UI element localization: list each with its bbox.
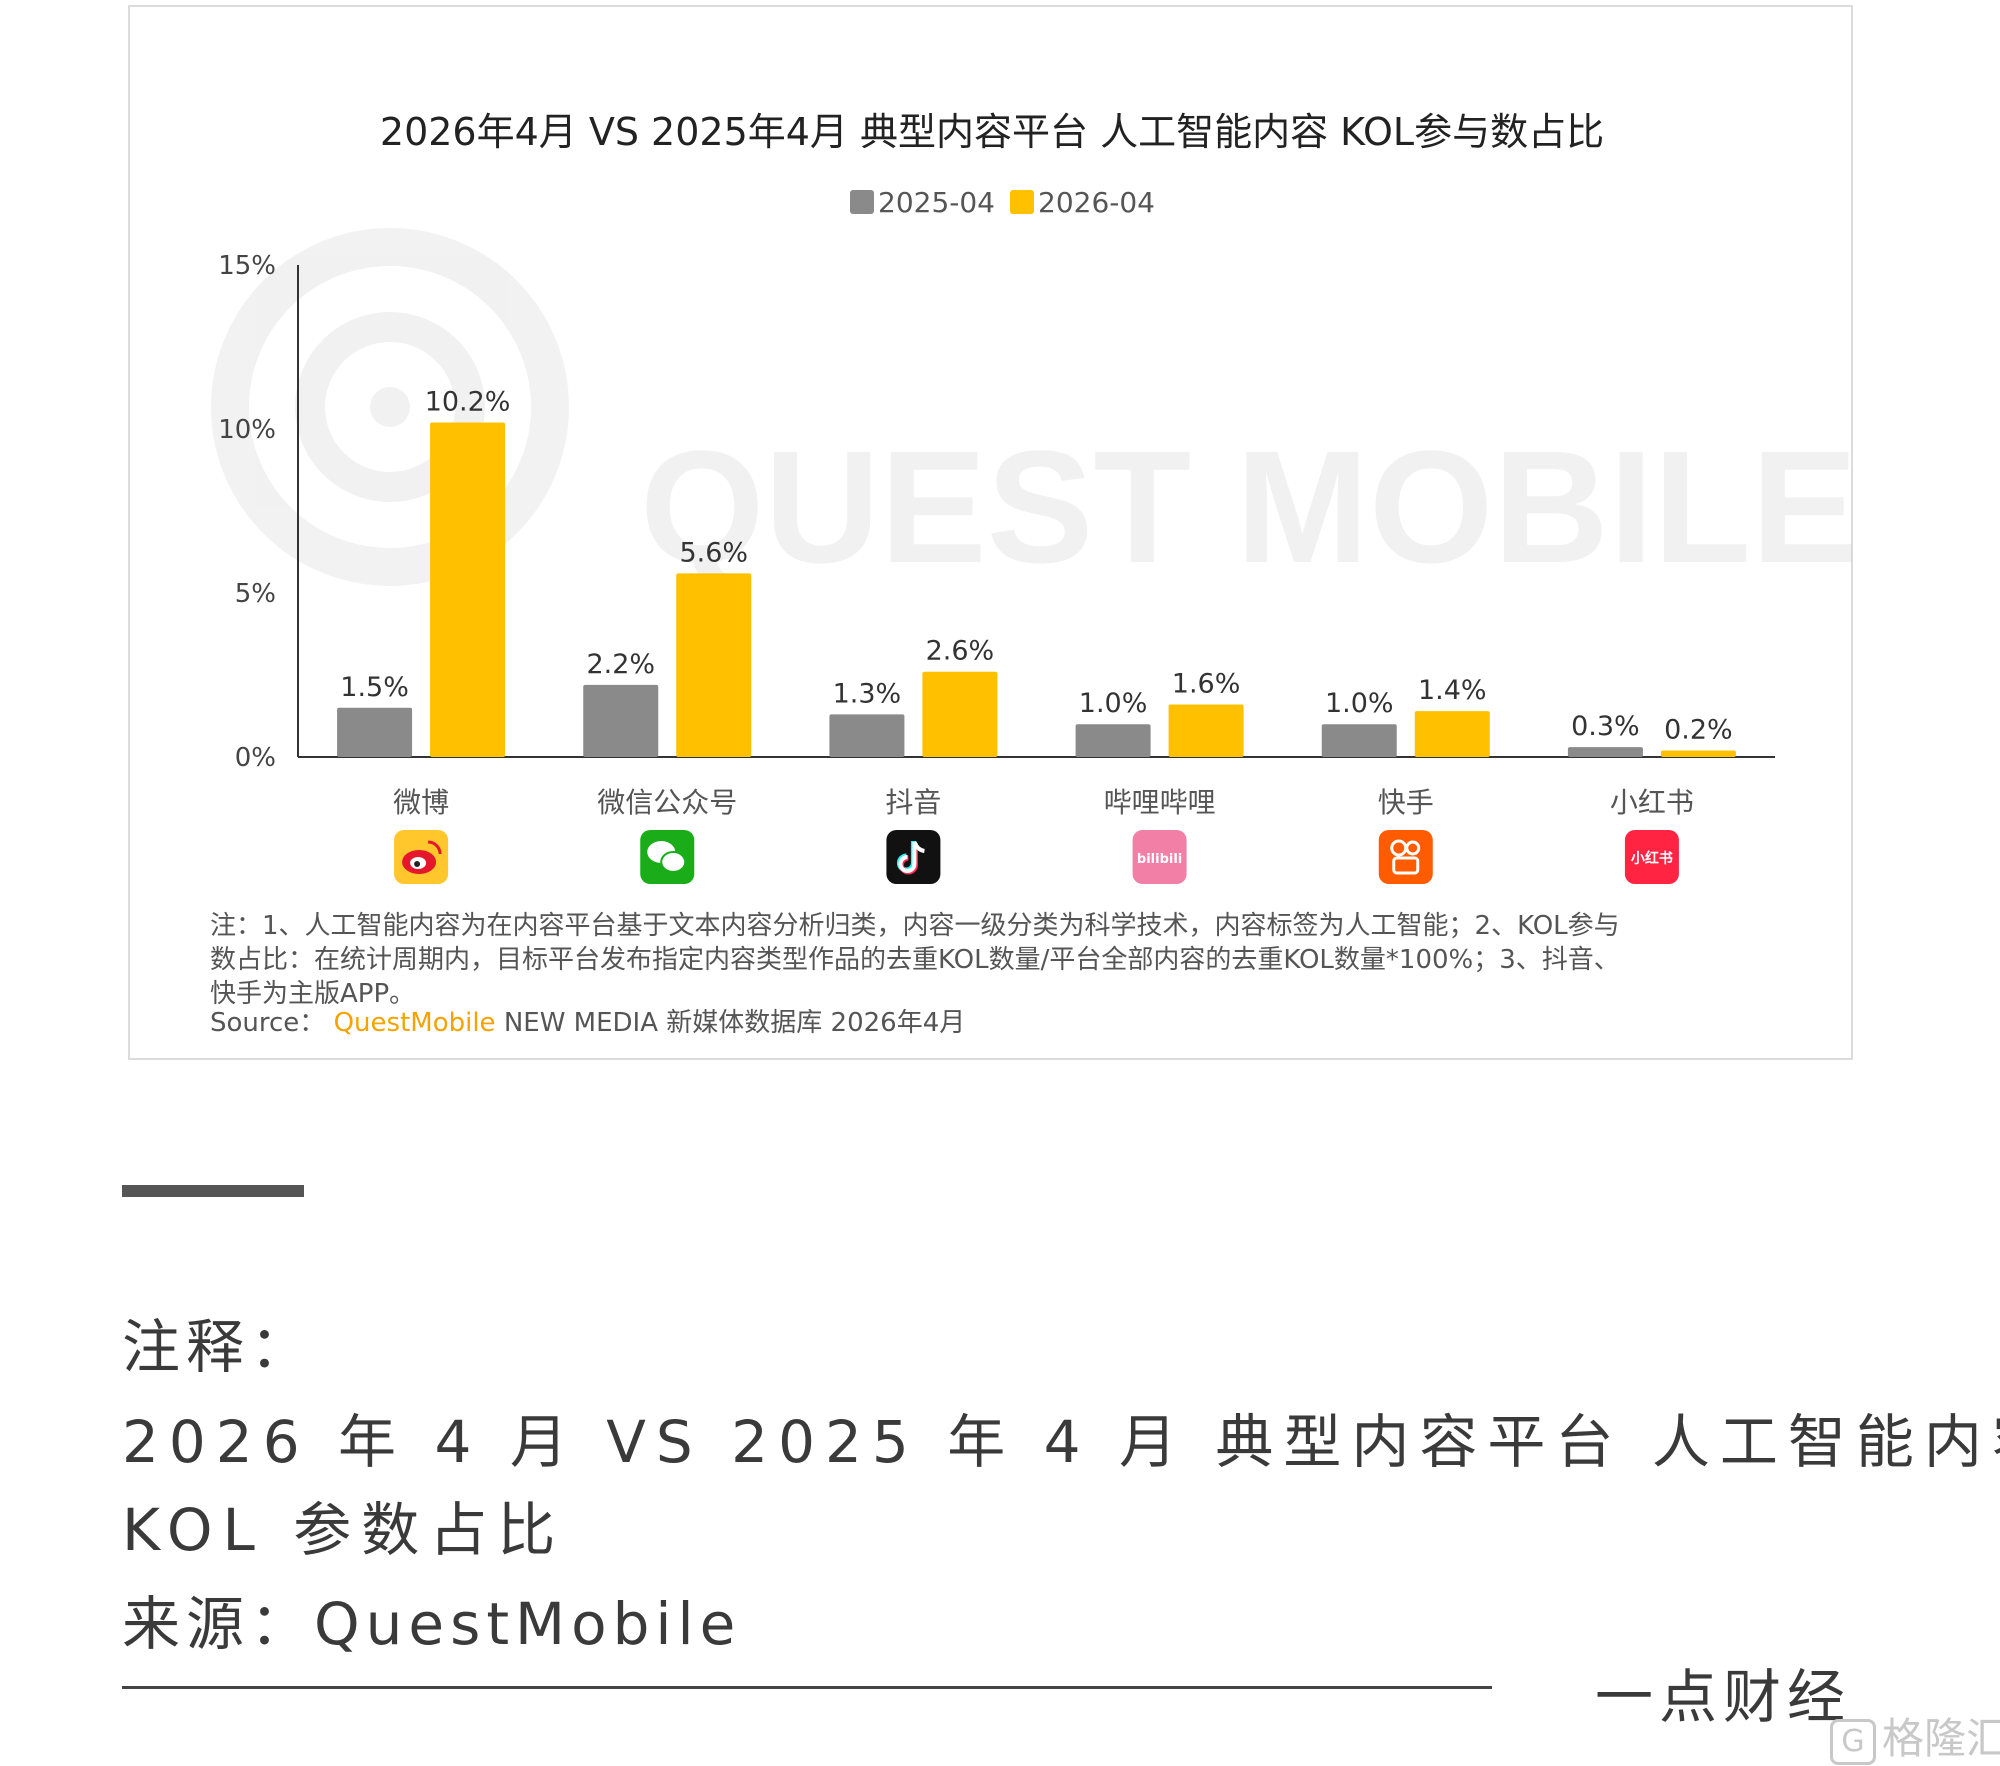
bar-chart: QUEST MOBILE 2026年4月 VS 2025年4月 典型内容平台 人… — [211, 110, 1855, 884]
douyin-icon — [886, 830, 941, 884]
legend: 2025-04 2026-04 — [850, 186, 1155, 219]
source-brand: QuestMobile — [333, 1008, 496, 1038]
category-label: 微博 — [393, 786, 449, 819]
chart-card: QUEST MOBILE 2026年4月 VS 2025年4月 典型内容平台 人… — [128, 5, 1855, 1060]
data-label: 0.3% — [1571, 711, 1640, 742]
bar-2025-04-2 — [829, 714, 905, 757]
source-prefix: Source： — [210, 1008, 326, 1038]
category-label: 抖音 — [885, 786, 941, 819]
y-tick-label: 0% — [235, 743, 276, 773]
bar-2025-04-4 — [1321, 724, 1397, 757]
data-label: 1.0% — [1325, 688, 1394, 719]
bar-2026-04-5 — [1660, 750, 1736, 757]
svg-text:bilibili: bilibili — [1137, 852, 1182, 867]
bar-2025-04-3 — [1075, 724, 1151, 757]
y-tick-label: 5% — [235, 579, 276, 609]
svg-text:小红书: 小红书 — [1631, 850, 1673, 867]
data-label: 2.6% — [926, 636, 995, 667]
category-label: 快手 — [1378, 786, 1434, 819]
bar-2026-04-1 — [676, 573, 752, 757]
bar-2025-04-1 — [583, 684, 659, 757]
xiaohongshu-icon: 小红书 — [1624, 830, 1679, 884]
data-label: 1.3% — [833, 678, 902, 709]
legend-label-2026-04: 2026-04 — [1038, 186, 1155, 219]
data-label: 1.5% — [340, 672, 409, 703]
data-label: 2.2% — [586, 649, 655, 680]
note-line-3: 快手为主版APP。 — [210, 979, 416, 1009]
wechat-icon — [640, 830, 695, 884]
data-label: 1.6% — [1172, 669, 1241, 700]
y-tick-label: 10% — [218, 415, 276, 445]
bilibili-icon: bilibili — [1132, 830, 1187, 884]
corner-watermark-text: 格隆汇 — [1882, 1714, 2000, 1763]
data-label: 1.0% — [1079, 688, 1148, 719]
chart-title: 2026年4月 VS 2025年4月 典型内容平台 人工智能内容 KOL参与数占… — [380, 110, 1604, 154]
legend-swatch-2026-04 — [1010, 190, 1034, 214]
caption-label: 注释： — [122, 1313, 315, 1381]
note-line-1: 注：1、人工智能内容为在内容平台基于文本内容分析归类，内容一级分类为科学技术，内… — [210, 911, 1620, 941]
data-label: 0.2% — [1664, 714, 1733, 745]
data-label: 1.4% — [1418, 675, 1487, 706]
note-line-2: 数占比：在统计周期内，目标平台发布指定内容类型作品的去重KOL数量/平台全部内容… — [210, 945, 1620, 975]
axes: 0% 5% 10% 15% — [218, 251, 1775, 773]
source-line: Source： QuestMobile NEW MEDIA 新媒体数据库 202… — [210, 1002, 965, 1039]
bar-2026-04-0 — [430, 422, 506, 757]
bar-2026-04-2 — [922, 671, 998, 757]
category-label: 微信公众号 — [597, 786, 737, 819]
kuaishou-icon — [1378, 830, 1433, 884]
legend-label-2025-04: 2025-04 — [878, 186, 995, 219]
weibo-icon — [394, 830, 449, 884]
caption-source: 来源：QuestMobile — [122, 1590, 742, 1658]
caption-title-line1: 2026 年 4 月 VS 2025 年 4 月 典型内容平台 人工智能内容 — [122, 1408, 2000, 1476]
footer-brand: 一点财经 — [1595, 1663, 1852, 1731]
legend-swatch-2025-04 — [850, 190, 874, 214]
bars: 1.5% 10.2% 2.2% 5.6% 1.3% 2.6% 1.0% 1.6% 1.0% 1.4… — [337, 386, 1736, 757]
decorative-bar — [122, 1185, 304, 1197]
bar-2026-04-3 — [1168, 704, 1244, 757]
bar-2026-04-4 — [1414, 711, 1490, 757]
category-label: 哔哩哔哩 — [1104, 786, 1216, 819]
bar-2025-04-0 — [337, 707, 413, 757]
footer-divider — [122, 1686, 1492, 1689]
caption-title-line2: KOL 参数占比 — [122, 1496, 566, 1564]
data-label: 10.2% — [425, 386, 511, 417]
data-label: 5.6% — [679, 537, 748, 568]
category-labels: 微博 微信公众号 抖音 哔哩哔哩 快手 小红书 — [393, 786, 1694, 819]
source-rest: NEW MEDIA 新媒体数据库 2026年4月 — [503, 1008, 966, 1038]
gelonghui-logo-icon: G — [1830, 1718, 1876, 1765]
svg-text:QUEST MOBILE: QUEST MOBILE — [640, 417, 1855, 596]
bar-2025-04-5 — [1567, 747, 1643, 757]
category-label: 小红书 — [1610, 786, 1694, 819]
watermark: QUEST MOBILE — [211, 228, 1855, 596]
corner-watermark: G 格隆汇 — [1830, 1705, 2000, 1766]
y-tick-label: 15% — [218, 251, 276, 281]
platform-icons: bilibili 小红书 — [394, 830, 1679, 884]
